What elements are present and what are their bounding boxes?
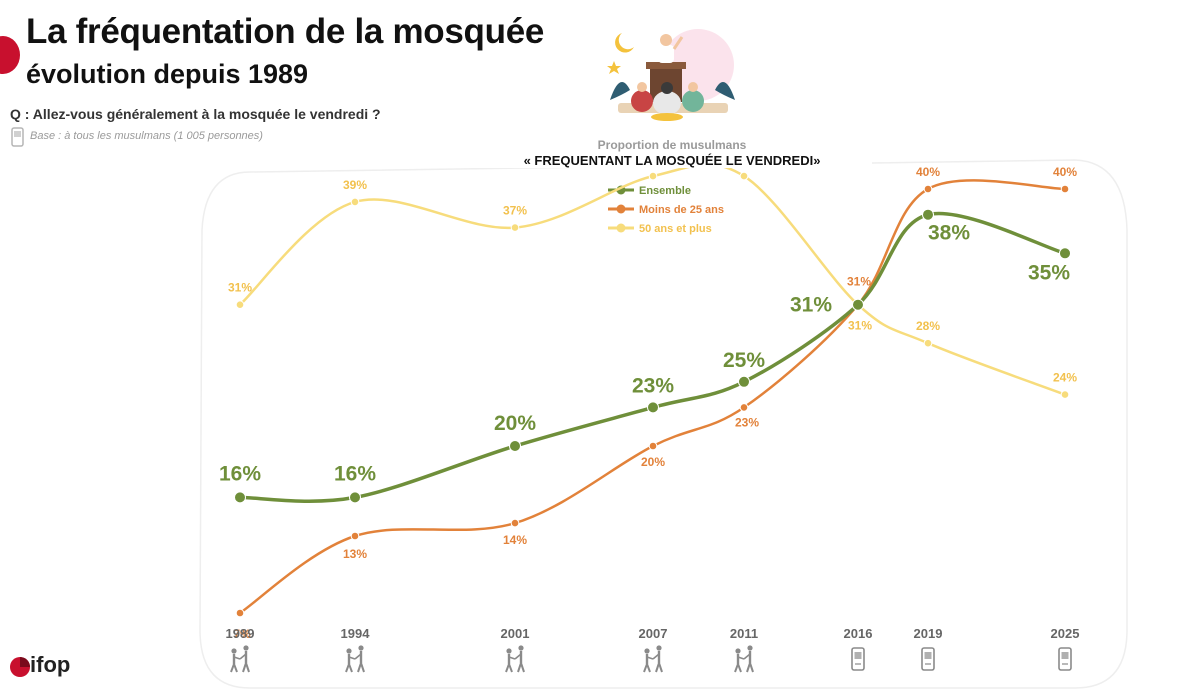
data-point bbox=[1060, 184, 1070, 194]
legend-label: Moins de 25 ans bbox=[639, 204, 724, 216]
phone-survey-icon bbox=[851, 647, 865, 671]
legend-marker bbox=[616, 223, 626, 233]
data-label: 31% bbox=[228, 281, 252, 295]
data-label: 28% bbox=[916, 319, 940, 333]
data-label: 16% bbox=[219, 462, 261, 485]
chart-title: « FREQUENTANT LA MOSQUÉE LE VENDREDI» bbox=[472, 153, 872, 168]
data-label: 35% bbox=[1028, 261, 1070, 284]
chart-legend: Ensemble Moins de 25 ans 50 ans et plus bbox=[608, 185, 724, 235]
data-point bbox=[510, 518, 520, 528]
data-point bbox=[852, 298, 864, 311]
x-tick-label: 2025 bbox=[1051, 626, 1080, 641]
x-tick-label: 2016 bbox=[844, 626, 873, 641]
data-label: 14% bbox=[503, 533, 527, 547]
ifop-logo-text: ifop bbox=[30, 652, 71, 677]
x-tick-label: 2011 bbox=[730, 626, 758, 641]
data-point bbox=[349, 491, 361, 504]
x-tick-label: 2019 bbox=[914, 626, 943, 641]
data-label: 31% bbox=[790, 294, 832, 317]
data-point bbox=[235, 608, 245, 618]
data-label: 40% bbox=[916, 165, 940, 179]
chart-frame bbox=[199, 159, 1128, 689]
chart-subtitle: Proportion de musulmans bbox=[597, 138, 747, 152]
data-label: 31% bbox=[847, 275, 871, 289]
phone-survey-icon bbox=[1058, 647, 1072, 671]
survey-question: Q : Allez-vous généralement à la mosquée… bbox=[10, 106, 381, 122]
page-subtitle: évolution depuis 1989 bbox=[26, 59, 309, 89]
x-tick-label: 1989 bbox=[226, 626, 255, 641]
data-point bbox=[922, 208, 934, 221]
data-point bbox=[647, 401, 659, 414]
data-label: 20% bbox=[494, 412, 536, 435]
data-label: 38% bbox=[928, 222, 970, 245]
data-label: 20% bbox=[641, 455, 665, 469]
data-point bbox=[350, 531, 360, 541]
data-label: 13% bbox=[343, 547, 367, 561]
face-to-face-survey-icon bbox=[505, 645, 525, 673]
data-label: 31% bbox=[848, 319, 872, 333]
phone-survey-icon bbox=[921, 647, 935, 671]
data-point bbox=[350, 197, 360, 207]
data-label: 23% bbox=[632, 374, 674, 397]
data-point bbox=[1060, 390, 1070, 399]
data-label: 37% bbox=[503, 204, 527, 218]
face-to-face-survey-icon bbox=[643, 645, 663, 673]
survey-base: Base : à tous les musulmans (1 005 perso… bbox=[30, 130, 263, 142]
page-title: La fréquentation de la mosquée bbox=[26, 12, 545, 51]
x-tick-label: 2001 bbox=[501, 626, 530, 641]
data-point bbox=[235, 300, 245, 310]
data-label: 16% bbox=[334, 462, 376, 485]
data-point bbox=[923, 338, 933, 348]
data-point bbox=[510, 223, 520, 232]
x-tick-label: 2007 bbox=[639, 626, 668, 641]
data-label: 25% bbox=[723, 349, 765, 372]
data-point bbox=[739, 403, 749, 412]
data-label: 40% bbox=[1053, 165, 1077, 179]
face-to-face-survey-icon bbox=[734, 645, 754, 673]
ifop-logo-icon bbox=[10, 657, 30, 677]
data-label: 39% bbox=[343, 178, 367, 192]
face-to-face-survey-icon bbox=[230, 645, 250, 673]
brand-accent-dot bbox=[0, 36, 20, 74]
data-point bbox=[1059, 247, 1071, 260]
legend-marker bbox=[616, 204, 626, 214]
series-line bbox=[238, 179, 1067, 615]
data-point bbox=[648, 171, 658, 181]
phone-icon bbox=[11, 127, 24, 147]
data-label: 7% bbox=[233, 627, 251, 641]
data-point bbox=[234, 491, 246, 504]
data-point bbox=[738, 375, 750, 388]
mosque-illustration bbox=[607, 29, 735, 121]
data-label: 23% bbox=[735, 415, 759, 429]
legend-label: Ensemble bbox=[639, 185, 691, 197]
data-point bbox=[509, 440, 521, 452]
face-to-face-survey-icon bbox=[345, 645, 365, 673]
data-point bbox=[648, 441, 658, 451]
data-label: 24% bbox=[1053, 371, 1077, 385]
data-point bbox=[739, 171, 749, 181]
legend-label: 50 ans et plus bbox=[639, 223, 712, 235]
data-point bbox=[923, 184, 933, 194]
series-line bbox=[238, 163, 1067, 396]
x-tick-label: 1994 bbox=[341, 626, 371, 641]
